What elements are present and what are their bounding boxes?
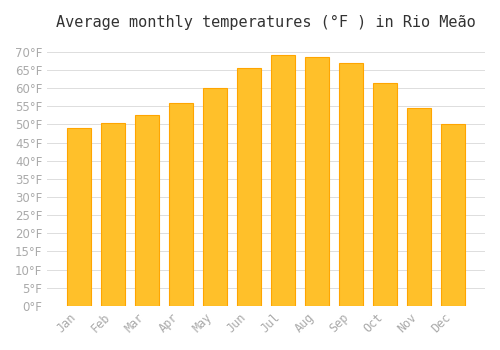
Bar xyxy=(135,115,159,306)
Bar xyxy=(305,57,329,306)
Bar xyxy=(442,124,465,306)
Bar xyxy=(271,55,295,306)
Bar xyxy=(169,103,193,306)
Title: Average monthly temperatures (°F ) in Rio Meão: Average monthly temperatures (°F ) in Ri… xyxy=(56,15,476,30)
Bar xyxy=(237,68,261,306)
Bar xyxy=(101,122,125,306)
Bar xyxy=(374,83,397,306)
Bar xyxy=(339,63,363,306)
Bar xyxy=(203,88,227,306)
Bar xyxy=(408,108,431,306)
Bar xyxy=(67,128,91,306)
